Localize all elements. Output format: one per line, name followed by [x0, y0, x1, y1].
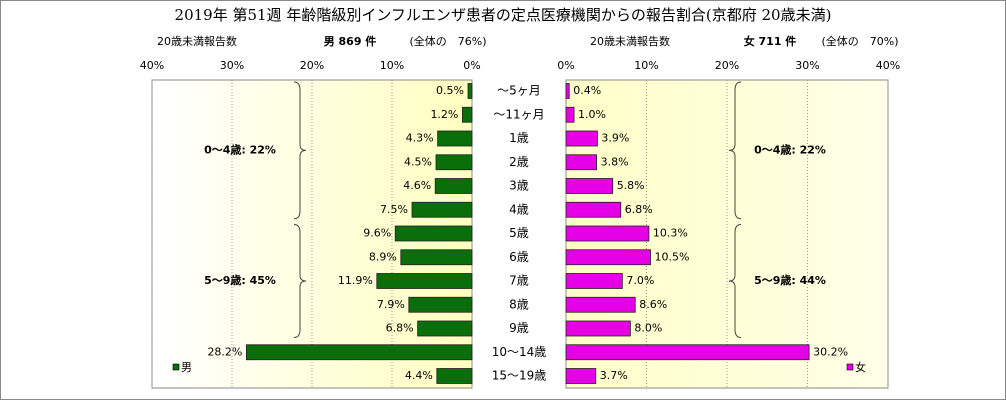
value-label: 11.9% [338, 274, 373, 287]
bar [565, 178, 614, 194]
bar [565, 273, 623, 289]
bar [394, 225, 473, 242]
value-label: 4.4% [405, 369, 433, 382]
bar [435, 154, 473, 171]
x-tick-label: 0% [557, 59, 574, 72]
value-label: 4.6% [403, 179, 431, 192]
bar [565, 130, 598, 147]
value-label: 0.4% [573, 84, 601, 97]
value-label: 3.8% [601, 155, 629, 168]
category-label: 3歳 [509, 179, 529, 193]
annotation: 0～4歳: 22% [754, 142, 826, 156]
category-label: 10～14歳 [492, 345, 547, 359]
category-label: 2歳 [509, 155, 529, 169]
category-label: ～5ヶ月 [497, 84, 541, 98]
panel-header: 女 711 件 [744, 34, 797, 48]
value-label: 7.9% [377, 298, 405, 311]
annotation: 0～4歳: 22% [204, 142, 276, 156]
value-label: 0.5% [436, 84, 464, 97]
x-tick-label: 10% [380, 59, 404, 72]
bar [565, 344, 810, 361]
value-label: 1.2% [430, 108, 458, 121]
annotation: 5～9歳: 44% [754, 273, 826, 287]
value-label: 8.0% [634, 322, 662, 335]
value-label: 9.6% [363, 227, 391, 240]
value-label: 4.3% [406, 132, 434, 145]
bar [461, 106, 473, 123]
bar [565, 201, 622, 218]
value-label: 1.0% [578, 108, 606, 121]
category-label: 5歳 [509, 226, 529, 240]
value-label: 7.0% [626, 274, 654, 287]
x-tick-label: 20% [300, 59, 324, 72]
bar [436, 368, 473, 384]
x-tick-label: 30% [795, 59, 819, 72]
bar [400, 249, 473, 266]
x-tick-label: 10% [634, 59, 658, 72]
value-label: 5.8% [617, 179, 645, 192]
bar [565, 368, 597, 384]
panel-header: 20歳未満報告数 [590, 35, 670, 48]
category-label: 15～19歳 [492, 369, 547, 383]
value-label: 8.9% [369, 250, 397, 263]
legend-label: 女 [855, 360, 866, 374]
chart-title: 2019年 第51週 年齢階級別インフルエンザ患者の定点医療機関からの報告割合(… [175, 6, 832, 24]
category-label: 4歳 [509, 202, 529, 216]
value-label: 4.5% [404, 155, 432, 168]
bar [245, 344, 473, 361]
value-label: 7.5% [380, 203, 408, 216]
bar [411, 201, 473, 218]
bar [434, 178, 473, 194]
x-tick-label: 0% [463, 59, 480, 72]
value-label: 6.8% [625, 203, 653, 216]
legend-swatch [846, 363, 854, 371]
category-label: 6歳 [509, 250, 529, 264]
legend-swatch [172, 363, 180, 371]
x-tick-label: 40% [140, 59, 164, 72]
bar [417, 320, 473, 337]
bar [437, 130, 473, 147]
bracket [728, 224, 742, 338]
panel-header: 男 869 件 [324, 34, 377, 48]
category-label: ～11ヶ月 [493, 107, 544, 121]
x-tick-label: 30% [220, 59, 244, 72]
x-tick-label: 20% [715, 59, 739, 72]
value-label: 3.7% [600, 369, 628, 382]
bar [565, 154, 597, 171]
category-label: 1歳 [509, 131, 529, 145]
value-label: 3.9% [601, 132, 629, 145]
bar [408, 296, 473, 313]
bracket [293, 224, 307, 338]
bar [565, 225, 650, 242]
category-label: 8歳 [509, 297, 529, 311]
value-label: 10.3% [653, 227, 688, 240]
value-label: 6.8% [386, 322, 414, 335]
category-label: 9歳 [509, 321, 529, 335]
bracket [728, 81, 742, 220]
bracket [293, 81, 307, 220]
value-label: 10.5% [655, 250, 690, 263]
bar [565, 296, 636, 313]
panel-header: (全体の 76%) [409, 34, 486, 48]
bar [565, 320, 631, 337]
category-label: 7歳 [509, 274, 529, 288]
bar [376, 273, 473, 289]
bar [565, 249, 651, 266]
value-label: 28.2% [207, 345, 242, 358]
panel-header: 20歳未満報告数 [157, 35, 237, 48]
value-label: 30.2% [813, 345, 848, 358]
legend-label: 男 [181, 361, 192, 374]
x-tick-label: 40% [876, 59, 900, 72]
value-label: 8.6% [639, 298, 667, 311]
bar [565, 83, 570, 99]
bar [467, 83, 473, 99]
bar [565, 106, 575, 123]
annotation: 5～9歳: 45% [204, 273, 276, 287]
panel-header: (全体の 70%) [821, 34, 898, 48]
